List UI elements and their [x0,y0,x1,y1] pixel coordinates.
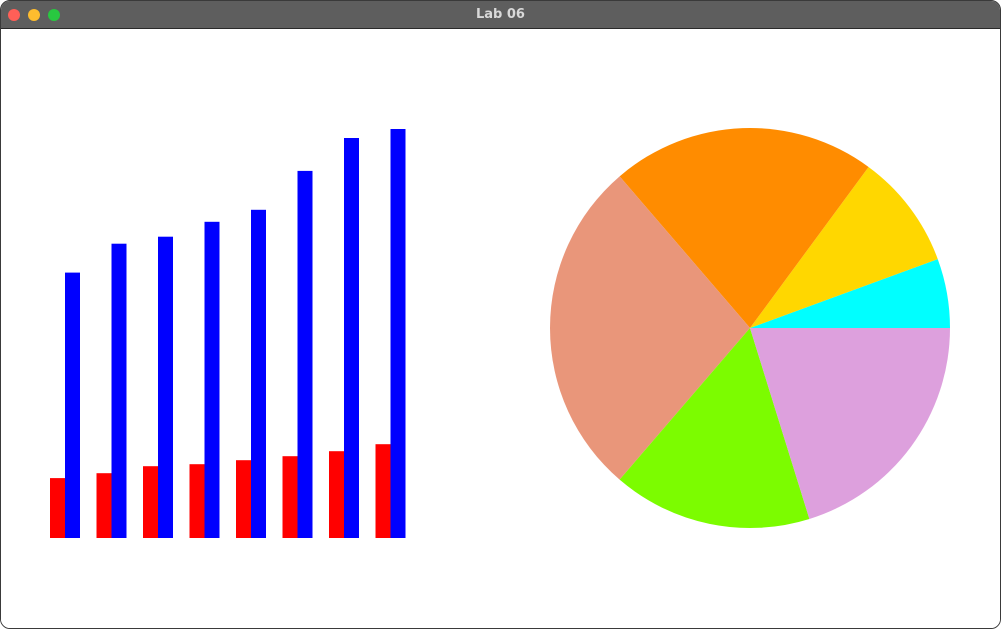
bar-series-2-group-1 [65,272,80,538]
close-window-button[interactable] [8,9,20,21]
pie-slice-1 [750,259,951,328]
minimize-window-button[interactable] [28,9,40,21]
pie-slice-5 [619,328,810,528]
pie-slice-3 [619,128,869,328]
pie-slice-4 [549,176,750,480]
bar-series-2-group-4 [204,221,220,539]
bar-series-1-group-4 [189,464,205,538]
bar-series-2-group-6 [297,170,313,538]
bar-series-1-group-6 [282,456,298,538]
bar-series-2-group-3 [158,236,173,538]
bar-series-1-group-8 [375,444,391,538]
zoom-window-button[interactable] [48,9,60,21]
bar-series-1-group-3 [143,466,158,538]
pie-chart [549,128,951,528]
bar-series-2-group-8 [390,129,406,538]
bar-series-1-group-7 [329,451,344,538]
pie-slice-6 [750,328,950,519]
bar-series-2-group-2 [111,243,127,538]
bar-chart [50,129,406,539]
bar-series-2-group-5 [251,209,266,539]
pie-slice-2 [750,166,938,328]
bar-series-1-group-2 [96,473,112,538]
bar-series-1-group-1 [50,478,65,538]
bar-series-1-group-5 [236,460,251,538]
chart-canvas [1,29,1000,628]
window-title: Lab 06 [476,7,525,22]
bar-series-2-group-7 [344,138,359,538]
title-bar: Lab 06 [1,1,1000,29]
